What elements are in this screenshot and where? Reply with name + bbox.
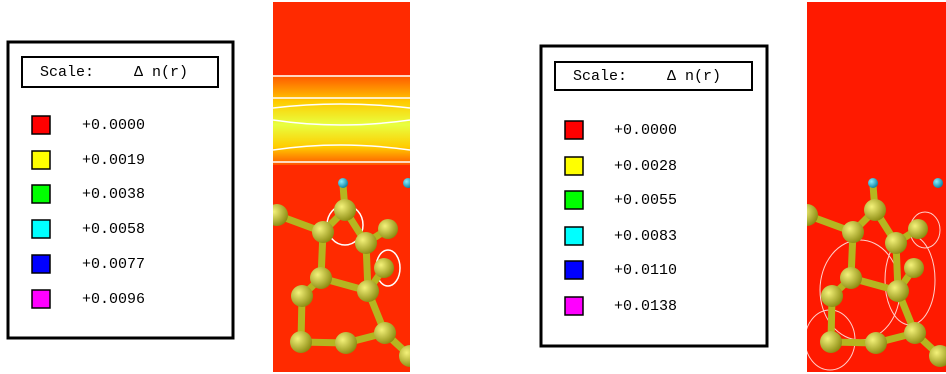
legend-title: Scale: — [40, 64, 94, 81]
legend-title: Scale: — [573, 68, 627, 85]
figure: Scale: Δ n(r) +0.0000 +0.0019 +0.0038 +0.0058… — [0, 0, 946, 374]
legend-label: +0.0058 — [82, 221, 145, 238]
legend-swatch — [565, 157, 583, 175]
legend-swatch — [32, 255, 50, 273]
legend-swatch — [32, 185, 50, 203]
legend-label: +0.0138 — [614, 298, 677, 315]
legend-swatch — [32, 151, 50, 169]
legend-swatch — [32, 290, 50, 308]
legend-label: +0.0096 — [82, 291, 145, 308]
legend-label: +0.0000 — [614, 122, 677, 139]
legend-swatch — [565, 297, 583, 315]
legend-swatch — [565, 261, 583, 279]
legend-swatch — [32, 116, 50, 134]
legend-swatch — [565, 191, 583, 209]
legend-label: +0.0028 — [614, 158, 677, 175]
legend-quantity: Δ n(r) — [134, 64, 188, 81]
legend-label: +0.0077 — [82, 256, 145, 273]
legend-quantity: Δ n(r) — [667, 68, 721, 85]
legend-label: +0.0000 — [82, 117, 145, 134]
legend-label: +0.0083 — [614, 228, 677, 245]
legend-swatch — [32, 220, 50, 238]
density-map — [266, 2, 421, 372]
legend-label: +0.0038 — [82, 186, 145, 203]
legend-label: +0.0055 — [614, 192, 677, 209]
legend-swatch — [565, 121, 583, 139]
legend-label: +0.0019 — [82, 152, 145, 169]
legend-label: +0.0110 — [614, 262, 677, 279]
density-map — [796, 2, 946, 372]
legend-swatch — [565, 227, 583, 245]
